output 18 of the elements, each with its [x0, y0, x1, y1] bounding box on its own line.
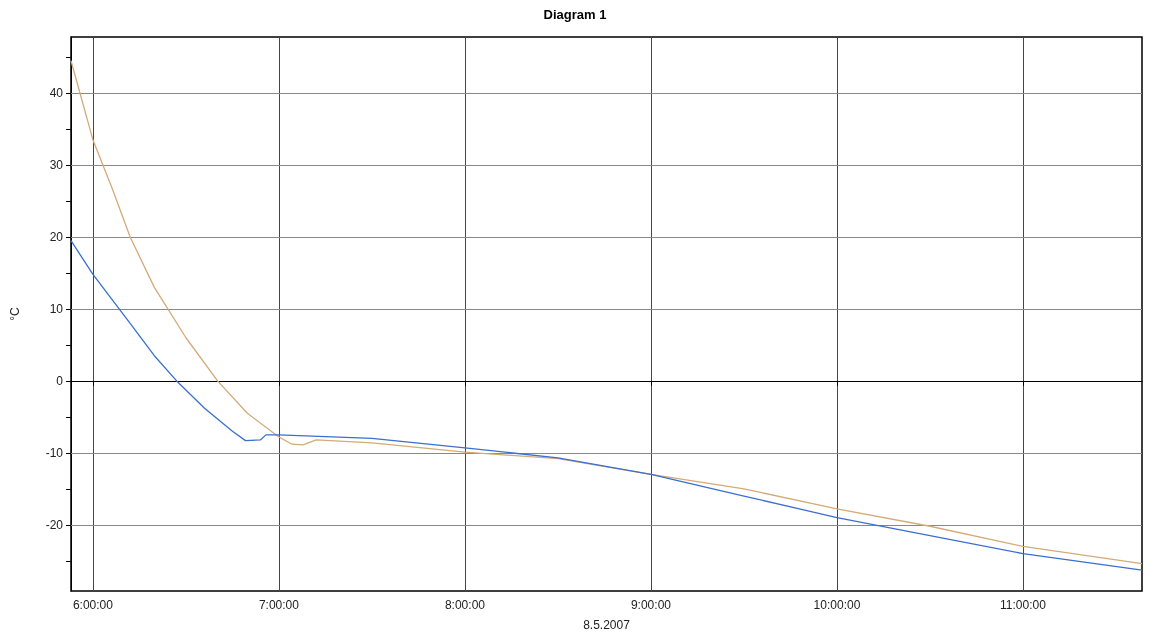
y-tick-label: 0: [56, 373, 64, 388]
y-tick-label: 20: [49, 230, 64, 245]
y-axis-title: °C: [8, 306, 22, 321]
x-tick-label: 6:00:00: [72, 598, 114, 612]
y-tick-label: 40: [49, 86, 64, 101]
x-axis-title: 8.5.2007: [583, 618, 631, 632]
x-tick-label: 9:00:00: [630, 598, 672, 612]
y-tick-label: 30: [49, 158, 64, 173]
line-series: [70, 239, 1143, 571]
line-series: [70, 60, 1143, 565]
x-tick-label: 10:00:00: [813, 598, 861, 612]
y-tick-label: -20: [45, 517, 64, 532]
y-tick-label: -10: [45, 445, 64, 460]
x-tick-label: 7:00:00: [258, 598, 300, 612]
x-tick-label: 11:00:00: [1000, 598, 1047, 612]
y-tick-label: 10: [49, 301, 64, 316]
chart-title: Diagram 1: [543, 7, 607, 22]
x-tick-label: 8:00:00: [444, 598, 486, 612]
